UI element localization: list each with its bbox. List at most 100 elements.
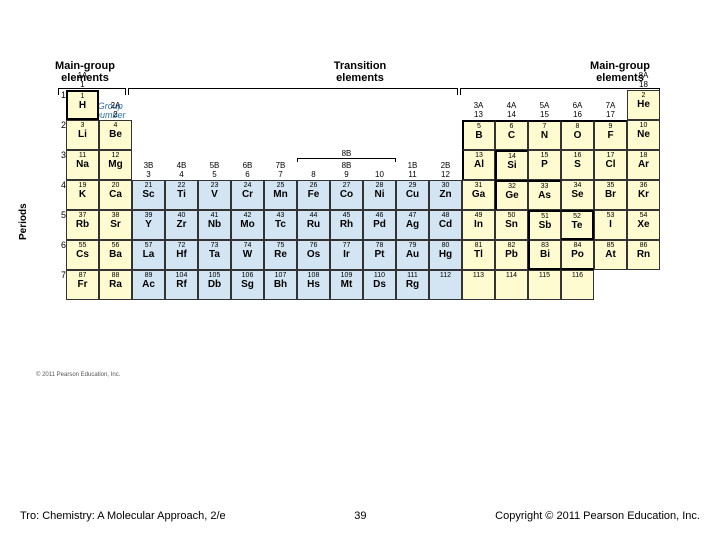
- element-symbol: Hg: [439, 249, 452, 260]
- atomic-number: 113: [473, 272, 484, 279]
- period-number: 4: [50, 180, 66, 210]
- element-cell: 74W: [231, 240, 264, 270]
- element-cell: 40Zr: [165, 210, 198, 240]
- element-symbol: Ba: [109, 249, 122, 260]
- element-cell: 76Os: [297, 240, 330, 270]
- element-symbol: Si: [507, 160, 516, 171]
- element-symbol: Rn: [637, 249, 650, 260]
- atomic-number: 43: [277, 212, 285, 219]
- atomic-number: 87: [79, 272, 87, 279]
- atomic-number: 29: [409, 182, 417, 189]
- element-symbol: Se: [571, 189, 583, 200]
- element-symbol: Mn: [273, 189, 287, 200]
- atomic-number: 108: [308, 272, 320, 279]
- atomic-number: 7: [543, 123, 547, 130]
- group-header: 2B12: [429, 162, 462, 180]
- group-header: 8A18: [627, 72, 660, 90]
- section-label-transition: Transitionelements: [320, 60, 400, 84]
- element-cell: 37Rb: [66, 210, 99, 240]
- element-symbol: Nb: [208, 219, 221, 230]
- group-header: 2A2: [99, 102, 132, 120]
- element-cell: 43Tc: [264, 210, 297, 240]
- element-cell: 15P: [528, 150, 561, 180]
- atomic-number: 38: [112, 212, 120, 219]
- element-symbol: Ta: [209, 249, 220, 260]
- atomic-number: 2: [642, 92, 646, 99]
- element-cell: 56Ba: [99, 240, 132, 270]
- element-symbol: Tc: [275, 219, 286, 230]
- element-cell: 17Cl: [594, 150, 627, 180]
- atomic-number: 53: [607, 212, 615, 219]
- atomic-number: 57: [145, 242, 153, 249]
- period-number: 3: [50, 150, 66, 180]
- group-header: 7B7: [264, 162, 297, 180]
- element-symbol: Sn: [505, 219, 518, 230]
- atomic-number: 109: [341, 272, 353, 279]
- element-cell: 28Ni: [363, 180, 396, 210]
- element-symbol: Rg: [406, 279, 419, 290]
- element-symbol: Te: [572, 220, 583, 231]
- element-symbol: Zr: [177, 219, 187, 230]
- element-cell: 45Rh: [330, 210, 363, 240]
- element-cell: 13Al: [462, 150, 495, 180]
- atomic-number: 32: [508, 183, 516, 190]
- element-cell: 2He: [627, 90, 660, 120]
- atomic-number: 107: [275, 272, 287, 279]
- element-cell: 5B: [462, 120, 495, 150]
- element-symbol: Cu: [406, 189, 419, 200]
- atomic-number: 3: [81, 122, 85, 129]
- element-cell: 14Si: [495, 150, 528, 180]
- element-cell: 11Na: [66, 150, 99, 180]
- atomic-number: 46: [376, 212, 384, 219]
- atomic-number: 11: [79, 152, 86, 159]
- element-cell: 57La: [132, 240, 165, 270]
- element-symbol: Kr: [638, 189, 649, 200]
- element-cell: 113: [462, 270, 495, 300]
- element-symbol: Bi: [540, 249, 550, 260]
- footer-book: Tro: Chemistry: A Molecular Approach, 2/…: [20, 510, 226, 522]
- element-cell: 106Sg: [231, 270, 264, 300]
- element-symbol: H: [79, 100, 86, 111]
- element-cell: 114: [495, 270, 528, 300]
- atomic-number: 17: [607, 152, 615, 159]
- atomic-number: 49: [475, 212, 483, 219]
- atomic-number: 9: [609, 123, 613, 130]
- atomic-number: 13: [475, 152, 483, 159]
- atomic-number: 33: [541, 183, 549, 190]
- element-symbol: Ge: [505, 190, 518, 201]
- element-symbol: Br: [605, 189, 616, 200]
- atomic-number: 4: [114, 122, 118, 129]
- atomic-number: 47: [409, 212, 417, 219]
- atomic-number: 76: [310, 242, 318, 249]
- element-symbol: Cl: [606, 159, 616, 170]
- element-symbol: Be: [109, 129, 122, 140]
- element-symbol: Db: [208, 279, 221, 290]
- element-symbol: Rf: [176, 279, 187, 290]
- element-cell: 8O: [561, 120, 594, 150]
- element-symbol: Hs: [307, 279, 320, 290]
- element-symbol: F: [607, 130, 613, 141]
- element-symbol: Pd: [373, 219, 386, 230]
- element-cell: 104Rf: [165, 270, 198, 300]
- atomic-number: 30: [442, 182, 450, 189]
- atomic-number: 8: [576, 123, 580, 130]
- element-cell: 83Bi: [528, 240, 561, 270]
- atomic-number: 19: [79, 182, 87, 189]
- element-cell: 32Ge: [495, 180, 528, 210]
- element-cell: 107Bh: [264, 270, 297, 300]
- atomic-number: 79: [409, 242, 417, 249]
- atomic-number: 50: [508, 212, 516, 219]
- atomic-number: 73: [211, 242, 219, 249]
- periodic-table-grid: 11A11H8A182He23Li2A24Be3A135B4A146C5A157…: [50, 90, 660, 300]
- element-symbol: Cd: [439, 219, 452, 230]
- periods-axis-label: Periods: [18, 203, 29, 240]
- element-symbol: In: [474, 219, 483, 230]
- element-symbol: I: [609, 219, 612, 230]
- group-header: 3B3: [132, 162, 165, 180]
- element-cell: 110Ds: [363, 270, 396, 300]
- atomic-number: 51: [541, 213, 549, 220]
- element-cell: 1H: [66, 90, 99, 120]
- element-symbol: Ne: [637, 129, 650, 140]
- atomic-number: 31: [475, 182, 483, 189]
- element-symbol: As: [538, 190, 551, 201]
